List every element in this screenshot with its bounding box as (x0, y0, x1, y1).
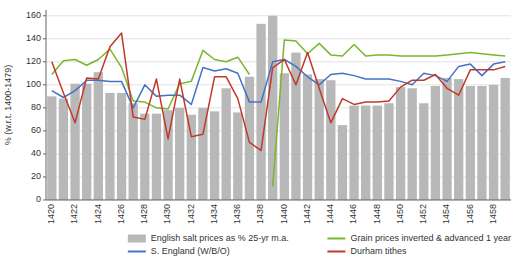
legend-swatch (128, 251, 146, 253)
bar (361, 106, 370, 200)
bar (70, 84, 79, 200)
legend-item: Durham tithes (327, 246, 407, 256)
y-tick-label: 0 (36, 194, 41, 204)
legend-label: S. England (W/B/O) (151, 246, 230, 256)
grid-line (46, 84, 511, 85)
legend-swatch (128, 235, 146, 243)
y-tick-label: 20 (31, 171, 41, 181)
y-tick-label: 140 (26, 33, 41, 43)
bar (59, 99, 68, 200)
y-tick-label: 80 (31, 102, 41, 112)
x-tick-label: 1422 (69, 204, 79, 224)
bar (349, 106, 358, 200)
x-tick-label: 1456 (465, 204, 475, 224)
legend-swatch (327, 238, 345, 240)
bar (501, 78, 510, 200)
line (52, 33, 505, 150)
bar (419, 103, 428, 200)
y-tick-label: 100 (26, 79, 41, 89)
x-tick-label: 1434 (209, 204, 219, 224)
bar (373, 106, 382, 200)
bar (187, 115, 196, 200)
x-tick-label: 1450 (395, 204, 405, 224)
legend-swatch (327, 251, 345, 253)
x-tick-label: 1452 (418, 204, 428, 224)
bar (47, 96, 56, 200)
bar (210, 111, 219, 200)
y-tick-label: 120 (26, 56, 41, 66)
bar (477, 86, 486, 200)
bar (489, 85, 498, 200)
x-axis-line (46, 199, 511, 200)
x-tick-label: 1444 (325, 204, 335, 224)
bar (268, 16, 277, 200)
bar (396, 87, 405, 200)
bar (117, 93, 126, 200)
bar (233, 112, 242, 200)
x-tick-label: 1430 (162, 204, 172, 224)
x-tick-label: 1438 (255, 204, 265, 224)
bar (256, 24, 265, 200)
bar (152, 114, 161, 200)
plot-area (47, 16, 510, 200)
x-tick-label: 1426 (116, 204, 126, 224)
bar (338, 125, 347, 200)
grid-line (46, 130, 511, 131)
x-tick-label: 1428 (139, 204, 149, 224)
bar (442, 78, 451, 200)
x-tick-label: 1420 (46, 204, 56, 224)
bar (454, 79, 463, 200)
grid-line (46, 199, 511, 200)
y-tick-label: 60 (31, 125, 41, 135)
bar (94, 72, 103, 200)
legend-label: English salt prices as % 25-yr m.a. (151, 233, 289, 243)
x-tick-label: 1442 (302, 204, 312, 224)
bar (175, 108, 184, 200)
line (52, 40, 505, 186)
chart: 0 20 40 60 80 100 120 140 160 % (w.r.t. 1400-1479… (0, 0, 521, 262)
bar (466, 86, 475, 200)
x-tick-label: 1446 (348, 204, 358, 224)
grid-line (46, 176, 511, 177)
bar (408, 88, 417, 200)
legend-label: Grain prices inverted & advanced 1 year (350, 233, 511, 243)
x-tick-label: 1424 (93, 204, 103, 224)
x-tick-label: 1454 (441, 204, 451, 224)
x-tick-label: 1432 (186, 204, 196, 224)
bar (222, 88, 231, 200)
grid-line (46, 61, 511, 62)
bar (303, 74, 312, 199)
bar (140, 114, 149, 200)
bar-series (47, 16, 510, 200)
grid-line (46, 15, 511, 16)
y-axis: 0 20 40 60 80 100 120 140 160 (26, 10, 511, 204)
x-tick-label: 1436 (232, 204, 242, 224)
bar (384, 103, 393, 200)
legend-item: S. England (W/B/O) (128, 246, 230, 256)
y-axis-line (46, 10, 47, 200)
bar (326, 80, 335, 200)
y-tick-label: 40 (31, 148, 41, 158)
y-tick-label: 160 (26, 10, 41, 20)
grid-line (46, 153, 511, 154)
x-tick-label: 1448 (372, 204, 382, 224)
x-tick-label: 1458 (488, 204, 498, 224)
line (52, 60, 505, 108)
bar (431, 86, 440, 200)
legend-item: English salt prices as % 25-yr m.a. (128, 233, 289, 243)
legend-item: Grain prices inverted & advanced 1 year (327, 233, 511, 243)
legend: English salt prices as % 25-yr m.a. Grain… (128, 233, 511, 256)
y-axis-label: % (w.r.t. 1400-1479) (3, 65, 13, 146)
bar (280, 73, 289, 200)
x-tick-label: 1440 (279, 204, 289, 224)
legend-label: Durham tithes (350, 246, 407, 256)
bar (82, 84, 91, 200)
bar (105, 93, 114, 200)
